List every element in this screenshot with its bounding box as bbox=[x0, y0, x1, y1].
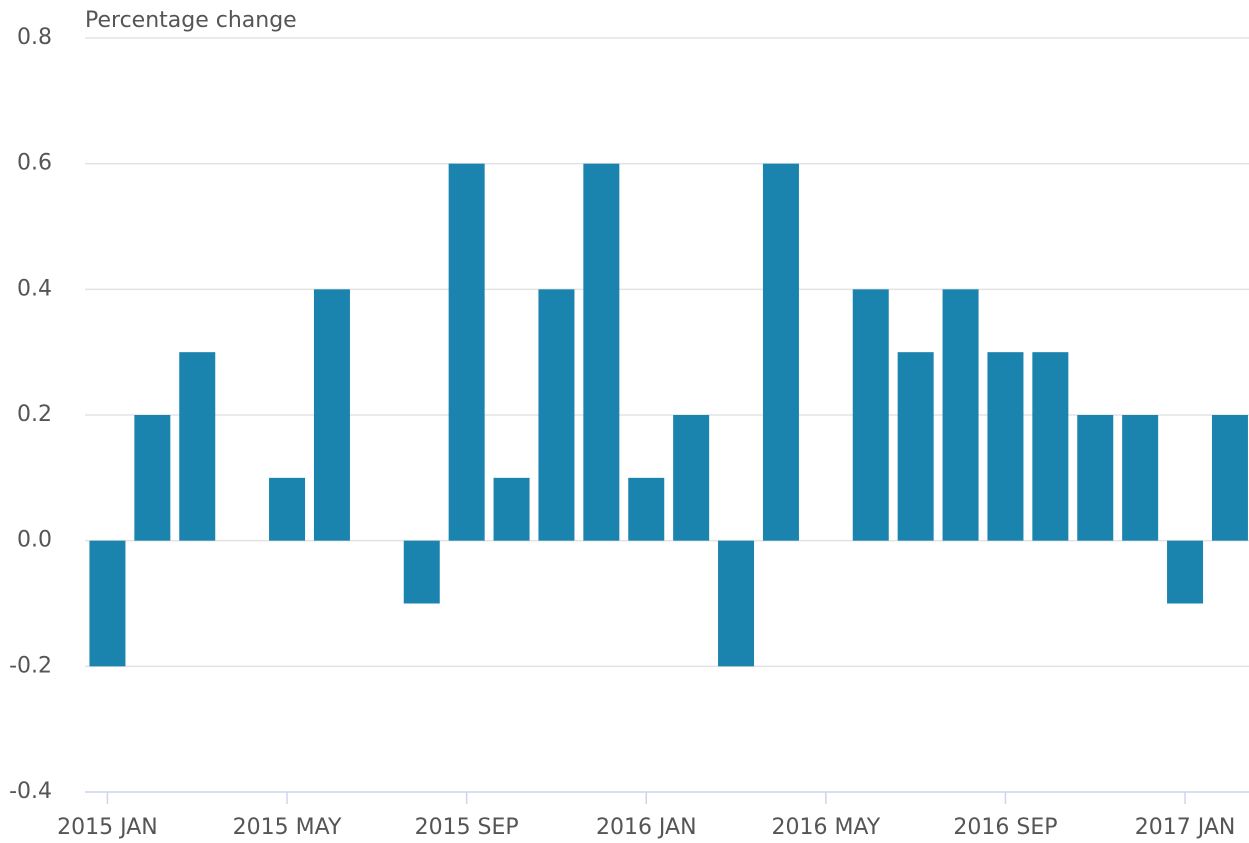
bar bbox=[1167, 540, 1204, 604]
x-tick-label: 2015 SEP bbox=[415, 815, 519, 840]
x-tick-label: 2015 JAN bbox=[57, 815, 158, 840]
y-tick-label: -0.2 bbox=[9, 653, 52, 678]
y-tick-label: 0.0 bbox=[17, 528, 52, 553]
y-axis-label: Percentage change bbox=[85, 8, 297, 33]
bar bbox=[1122, 415, 1159, 541]
y-tick-label: 0.4 bbox=[17, 276, 52, 301]
bar bbox=[718, 540, 755, 667]
bar bbox=[179, 352, 216, 541]
x-tick-label: 2016 JAN bbox=[596, 815, 697, 840]
bar bbox=[1077, 415, 1114, 541]
bar bbox=[583, 163, 620, 541]
bar bbox=[538, 289, 575, 541]
y-tick-label: 0.6 bbox=[17, 151, 52, 176]
bar bbox=[269, 477, 306, 541]
y-tick-label: -0.4 bbox=[9, 779, 52, 804]
x-tick-label: 2016 SEP bbox=[953, 815, 1057, 840]
x-tick-label: 2017 JAN bbox=[1135, 815, 1236, 840]
bar bbox=[313, 289, 350, 541]
x-tick-label: 2016 MAY bbox=[771, 815, 880, 840]
x-tick-label: 2015 MAY bbox=[233, 815, 342, 840]
bar bbox=[134, 415, 171, 541]
bar bbox=[987, 352, 1024, 541]
bar bbox=[89, 540, 126, 667]
bar bbox=[448, 163, 485, 541]
bar bbox=[852, 289, 889, 541]
bar bbox=[762, 163, 799, 541]
bar bbox=[493, 477, 530, 541]
bar bbox=[673, 415, 710, 541]
bar bbox=[1032, 352, 1069, 541]
bar bbox=[403, 540, 440, 604]
bar bbox=[942, 289, 979, 541]
y-tick-label: 0.8 bbox=[17, 25, 52, 50]
bar bbox=[897, 352, 934, 541]
bar bbox=[628, 477, 665, 541]
bar bbox=[1211, 415, 1248, 541]
y-tick-label: 0.2 bbox=[17, 402, 52, 427]
